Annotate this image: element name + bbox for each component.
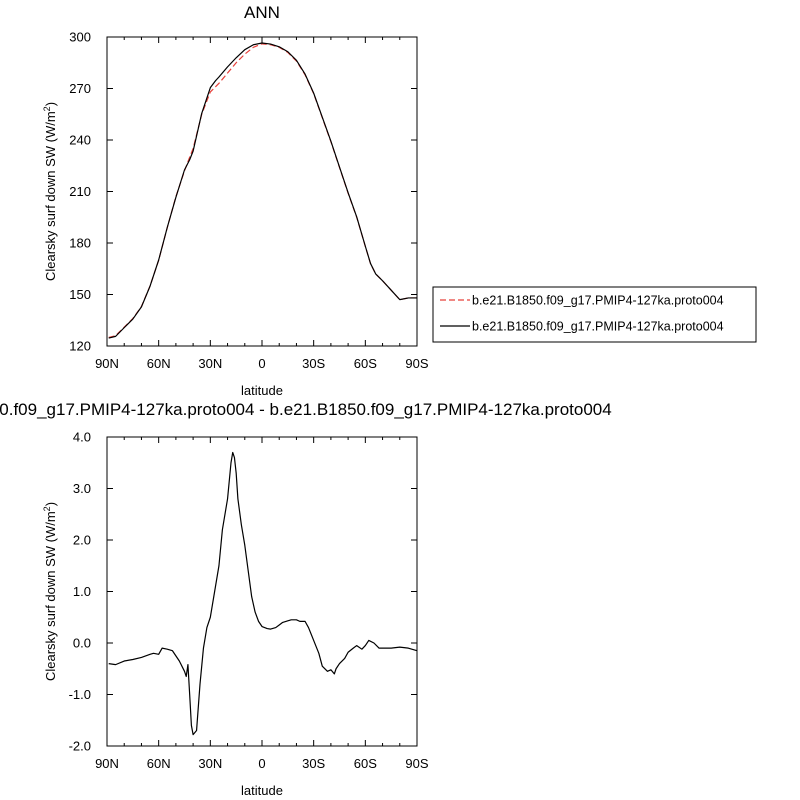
top-y-tick-label: 180 xyxy=(69,236,91,251)
legend: b.e21.B1850.f09_g17.PMIP4-127ka.proto004… xyxy=(432,286,757,343)
bottom-series-line-solid xyxy=(108,451,418,736)
top-panel: ANN 90N 60N 30N 0 30S 60S 90S 120 150 180 210 240 2… xyxy=(42,3,429,398)
top-chart-title: ANN xyxy=(244,3,280,22)
bottom-x-tick-label: 90N xyxy=(95,756,119,771)
bottom-y-tick-label: 4.0 xyxy=(73,430,91,445)
legend-box xyxy=(432,286,757,343)
top-y-tick-label: 270 xyxy=(69,81,91,96)
bottom-y-tick-label: 2.0 xyxy=(73,533,91,548)
top-y-axis-label: Clearsky surf down SW (W/m2) xyxy=(42,102,58,281)
top-x-tick-label: 90N xyxy=(95,356,119,371)
top-x-tick-label: 60S xyxy=(354,356,377,371)
bottom-y-tick-label: -2.0 xyxy=(69,739,91,754)
bottom-y-tick-label: 3.0 xyxy=(73,481,91,496)
bottom-plot-frame xyxy=(106,436,418,747)
bottom-panel: b.e21.B1850.f09_g17.PMIP4-127ka.proto004… xyxy=(0,400,612,798)
top-x-tick-label: 90S xyxy=(405,356,428,371)
bottom-x-axis-label: latitude xyxy=(241,783,283,798)
bottom-x-tick-label: 30N xyxy=(198,756,222,771)
top-y-tick-label: 240 xyxy=(69,133,91,148)
top-x-tick-label: 60N xyxy=(147,356,171,371)
top-series-line-dashed xyxy=(108,43,417,339)
top-y-tick-label: 210 xyxy=(69,184,91,199)
top-y-tick-label: 150 xyxy=(69,287,91,302)
bottom-x-tick-label: 60N xyxy=(147,756,171,771)
legend-entry-label: b.e21.B1850.f09_g17.PMIP4-127ka.proto004 xyxy=(472,294,724,308)
bottom-y-axis-label: Clearsky surf down SW (W/m2) xyxy=(42,502,58,681)
top-series-line-solid xyxy=(108,42,417,339)
top-x-tick-label: 30S xyxy=(302,356,325,371)
top-x-tick-label: 0 xyxy=(258,356,265,371)
bottom-y-tick-label: 1.0 xyxy=(73,584,91,599)
bottom-x-tick-label: 0 xyxy=(258,756,265,771)
bottom-x-tick-label: 60S xyxy=(354,756,377,771)
top-y-tick-label: 300 xyxy=(69,30,91,45)
bottom-x-tick-label: 90S xyxy=(405,756,428,771)
bottom-x-tick-label: 30S xyxy=(302,756,325,771)
top-y-tick-label: 120 xyxy=(69,339,91,354)
top-plot-frame xyxy=(106,36,418,347)
bottom-chart-title: b.e21.B1850.f09_g17.PMIP4-127ka.proto004… xyxy=(0,400,612,419)
legend-entry-label: b.e21.B1850.f09_g17.PMIP4-127ka.proto004 xyxy=(472,320,724,334)
top-x-axis-label: latitude xyxy=(241,383,283,398)
top-x-tick-label: 30N xyxy=(198,356,222,371)
bottom-y-tick-label: 0.0 xyxy=(73,636,91,651)
bottom-y-tick-label: -1.0 xyxy=(69,687,91,702)
